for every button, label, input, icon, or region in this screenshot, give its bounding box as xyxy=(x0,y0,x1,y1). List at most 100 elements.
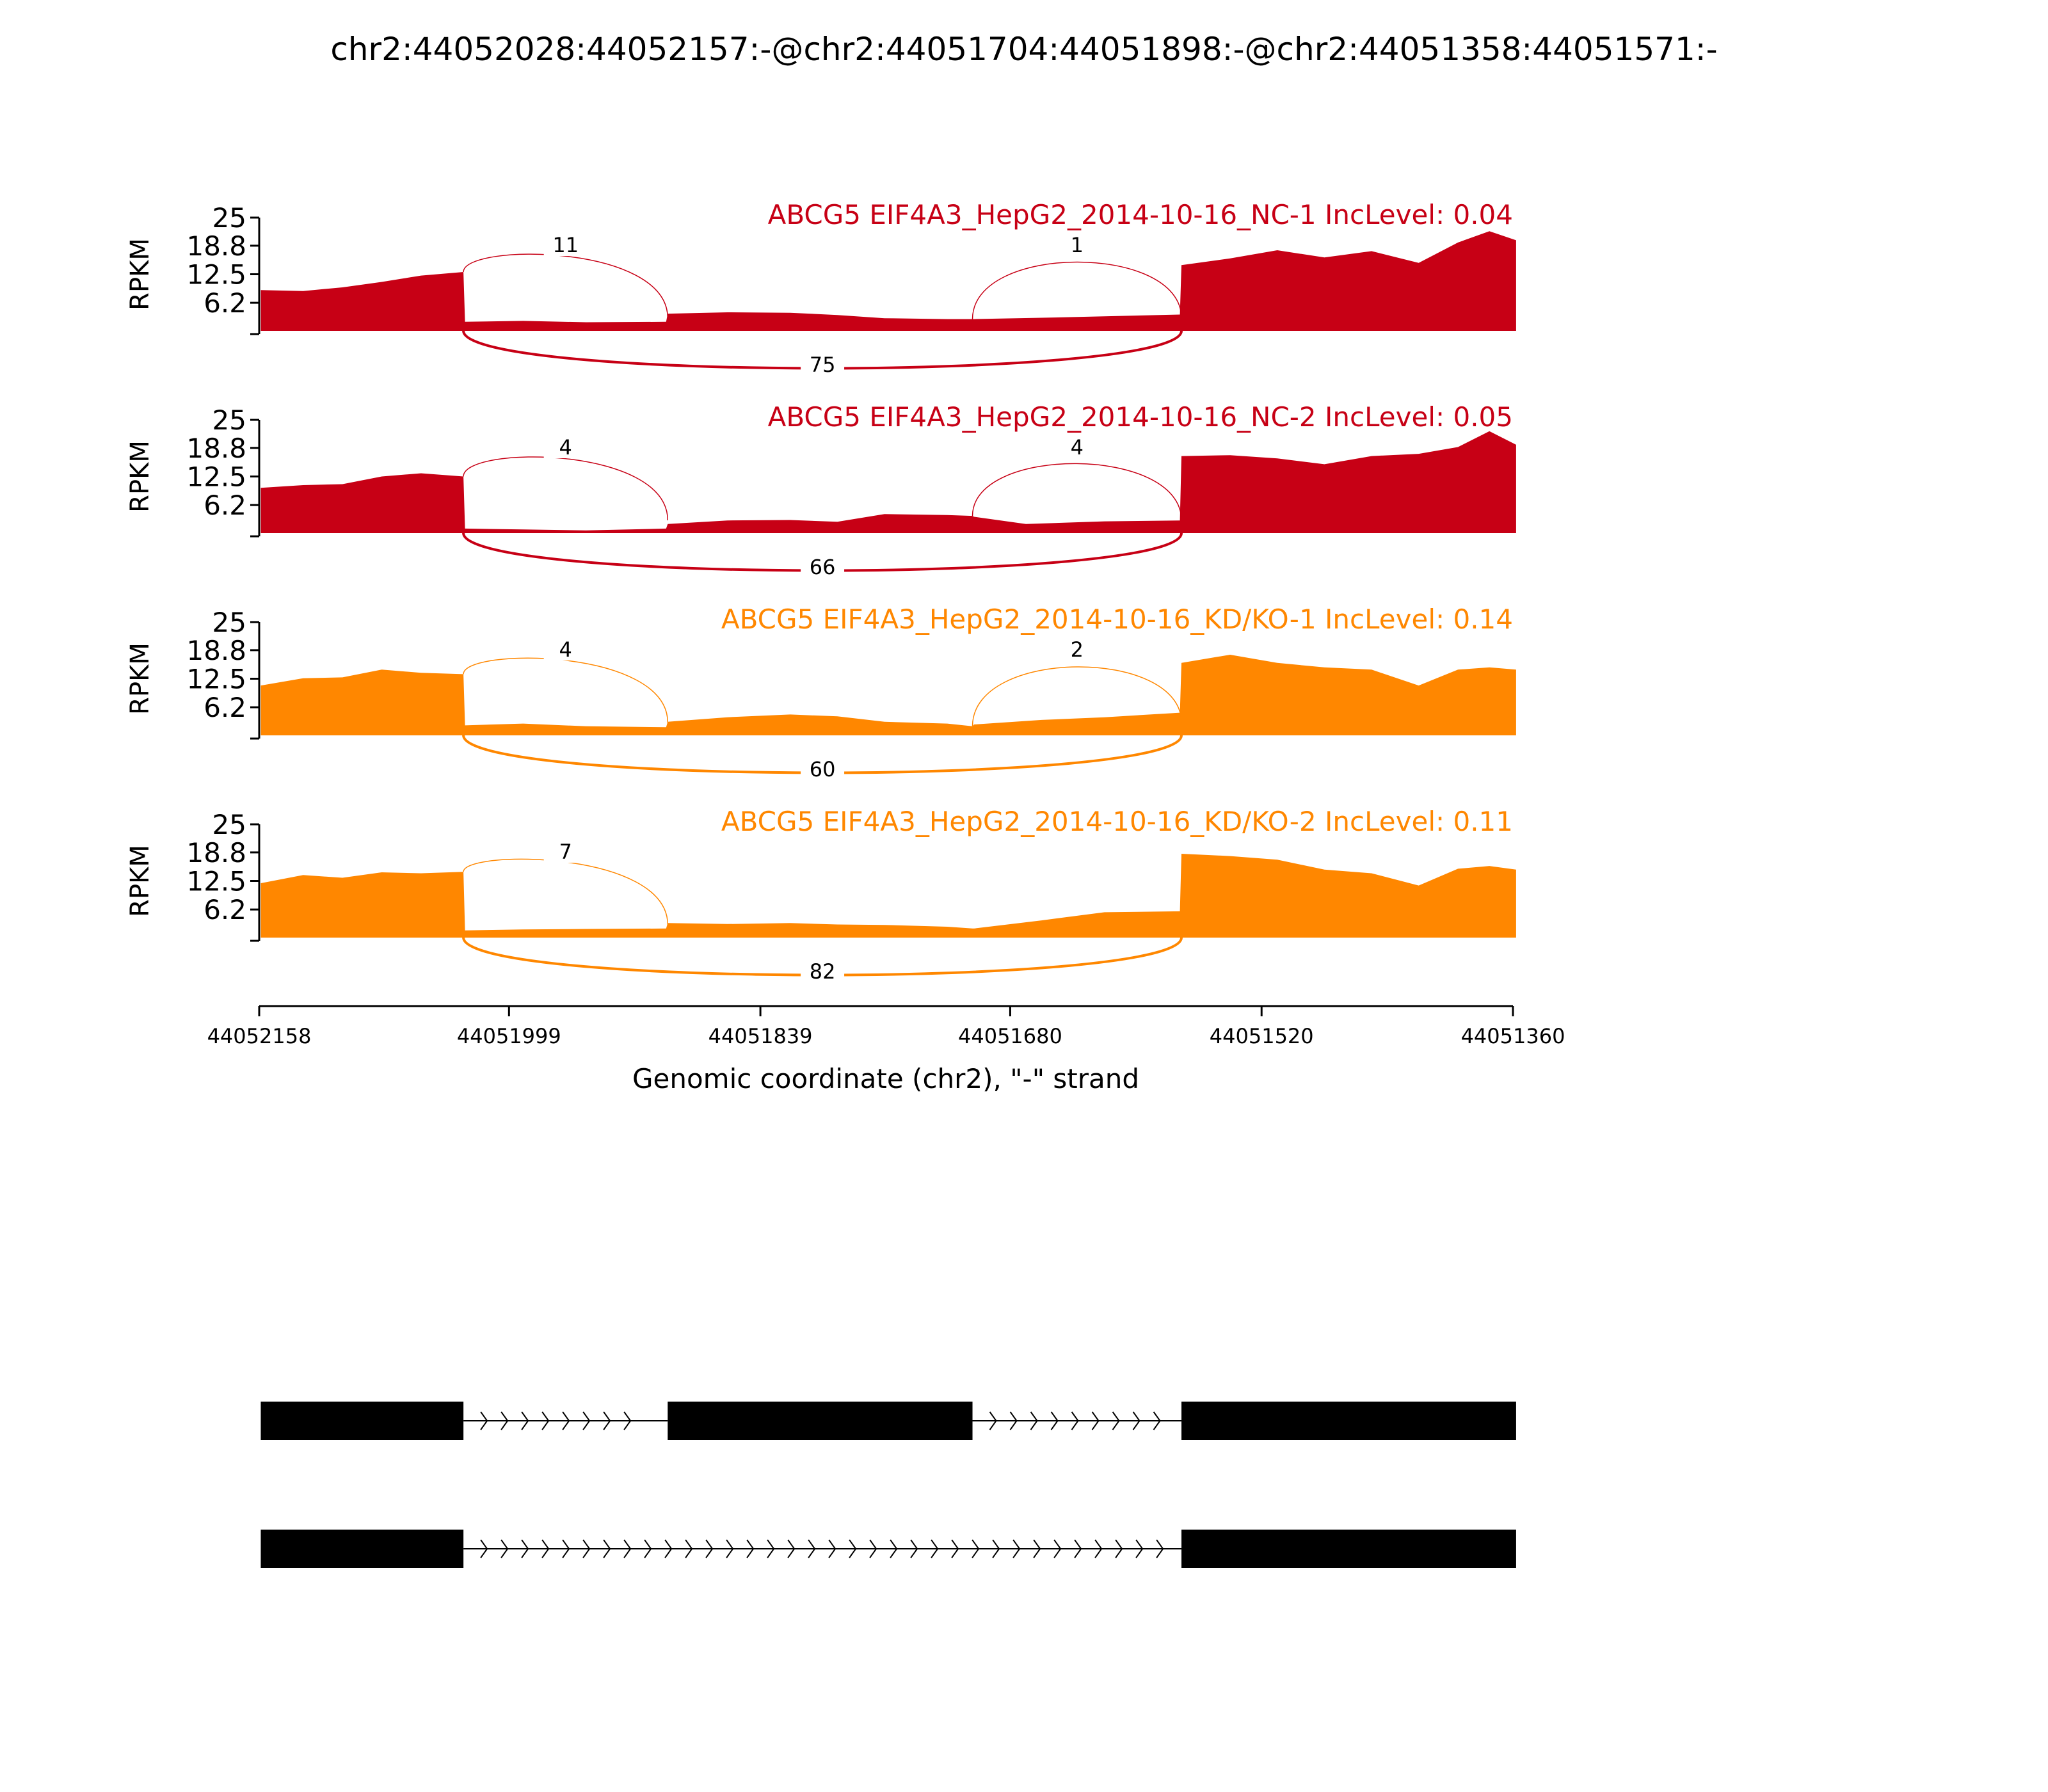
junction-count: 11 xyxy=(552,233,579,257)
strand-chevron xyxy=(541,1411,550,1430)
y-axis-label: RPKM xyxy=(125,238,155,310)
sample-title: ABCG5 EIF4A3_HepG2_2014-10-16_KD/KO-1 In… xyxy=(721,604,1513,635)
junction-arc xyxy=(972,463,1182,521)
y-axis-label: RPKM xyxy=(125,845,155,917)
sample-title: ABCG5 EIF4A3_HepG2_2014-10-16_NC-1 IncLe… xyxy=(768,199,1513,230)
sample-title: ABCG5 EIF4A3_HepG2_2014-10-16_NC-2 IncLe… xyxy=(768,401,1513,433)
strand-chevron xyxy=(1156,1539,1164,1558)
isoform-track xyxy=(260,1402,1516,1568)
strand-chevron xyxy=(623,1539,632,1558)
strand-chevron xyxy=(500,1539,509,1558)
strand-chevron xyxy=(992,1539,1000,1558)
strand-chevron xyxy=(910,1539,918,1558)
strand-chevron xyxy=(480,1411,488,1430)
strand-chevron xyxy=(644,1539,652,1558)
strand-chevron xyxy=(541,1539,550,1558)
strand-chevron xyxy=(972,1539,980,1558)
strand-chevron xyxy=(931,1539,939,1558)
strand-chevron xyxy=(1030,1411,1038,1430)
panel-2: 6.212.518.825 RPKM ABCG5 EIF4A3_HepG2_2014… xyxy=(125,401,1516,579)
strand-chevron xyxy=(726,1539,734,1558)
y-tick-label: 18.8 xyxy=(186,230,246,262)
y-tick-label: 12.5 xyxy=(186,866,246,897)
y-tick-label: 25 xyxy=(212,809,246,840)
strand-chevron xyxy=(890,1539,898,1558)
junction-count: 2 xyxy=(1071,637,1084,662)
strand-chevron xyxy=(828,1539,836,1558)
y-tick-label: 25 xyxy=(212,404,246,436)
coverage-area-1 xyxy=(260,231,1516,331)
strand-chevron xyxy=(746,1539,755,1558)
chart-title: chr2:44052028:44052157:-@chr2:44051704:4… xyxy=(330,31,1717,68)
strand-chevron xyxy=(685,1539,693,1558)
strand-chevron xyxy=(480,1539,488,1558)
junction-count: 4 xyxy=(559,435,572,460)
coverage-area-3 xyxy=(260,655,1516,735)
x-tick-label: 44051999 xyxy=(457,1024,561,1048)
strand-chevron xyxy=(582,1411,591,1430)
strand-chevron xyxy=(767,1539,775,1558)
strand-chevron xyxy=(787,1539,796,1558)
junction-count: 60 xyxy=(810,757,836,781)
y-tick-label: 12.5 xyxy=(186,461,246,493)
x-tick-label: 44051360 xyxy=(1461,1024,1565,1048)
strand-chevron xyxy=(1153,1411,1161,1430)
strand-chevron xyxy=(623,1411,632,1430)
junction-count-bg xyxy=(801,555,845,578)
exon-block xyxy=(1181,1402,1516,1440)
junction-count-bg xyxy=(543,840,588,863)
junction-count: 75 xyxy=(810,353,836,377)
y-tick-label: 18.8 xyxy=(186,635,246,666)
y-axis-label: RPKM xyxy=(125,643,155,715)
panel-4: 6.212.518.825 RPKM ABCG5 EIF4A3_HepG2_2014… xyxy=(125,806,1516,984)
y-tick-label: 6.2 xyxy=(204,894,246,925)
strand-chevron xyxy=(1053,1539,1062,1558)
coverage-area-2 xyxy=(260,431,1516,533)
junction-count: 82 xyxy=(810,959,836,984)
strand-chevron xyxy=(603,1411,611,1430)
junction-count-bg xyxy=(1055,435,1099,458)
y-axis-label: RPKM xyxy=(125,440,155,513)
junction-arc xyxy=(972,666,1182,726)
exon-block xyxy=(1181,1530,1516,1568)
strand-chevron xyxy=(1012,1539,1021,1558)
junction-count-bg xyxy=(543,233,588,256)
x-tick-label: 44051680 xyxy=(958,1024,1062,1048)
exon-block xyxy=(668,1402,973,1440)
junction-count: 1 xyxy=(1071,233,1084,257)
panel-3: 6.212.518.825 RPKM ABCG5 EIF4A3_HepG2_2014… xyxy=(125,604,1516,781)
y-tick-label: 6.2 xyxy=(204,490,246,521)
junction-count-bg xyxy=(543,637,588,660)
strand-chevron xyxy=(1112,1411,1120,1430)
strand-chevron xyxy=(705,1539,714,1558)
strand-chevron xyxy=(1071,1411,1079,1430)
strand-chevron xyxy=(869,1539,877,1558)
strand-chevron xyxy=(603,1539,611,1558)
strand-chevron xyxy=(664,1539,673,1558)
junction-arc xyxy=(463,657,669,723)
x-tick-label: 44051839 xyxy=(708,1024,813,1048)
junction-arc xyxy=(972,261,1182,319)
junction-count: 4 xyxy=(1071,435,1084,460)
junction-count-bg xyxy=(1055,233,1099,256)
junction-count-bg xyxy=(801,757,845,780)
y-tick-label: 18.8 xyxy=(186,837,246,868)
strand-chevron xyxy=(562,1539,570,1558)
strand-chevron xyxy=(521,1411,529,1430)
y-tick-label: 6.2 xyxy=(204,287,246,319)
junction-arc xyxy=(463,456,669,521)
sample-title: ABCG5 EIF4A3_HepG2_2014-10-16_KD/KO-2 In… xyxy=(721,806,1513,837)
junction-count-bg xyxy=(543,435,588,458)
strand-chevron xyxy=(1115,1539,1123,1558)
x-tick-label: 44051520 xyxy=(1210,1024,1314,1048)
junction-count-bg xyxy=(801,959,845,982)
coverage-area-4 xyxy=(260,854,1516,938)
exon-block xyxy=(260,1402,464,1440)
y-tick-label: 25 xyxy=(212,202,246,234)
strand-chevron xyxy=(1074,1539,1082,1558)
strand-chevron xyxy=(500,1411,509,1430)
strand-chevron xyxy=(808,1539,816,1558)
